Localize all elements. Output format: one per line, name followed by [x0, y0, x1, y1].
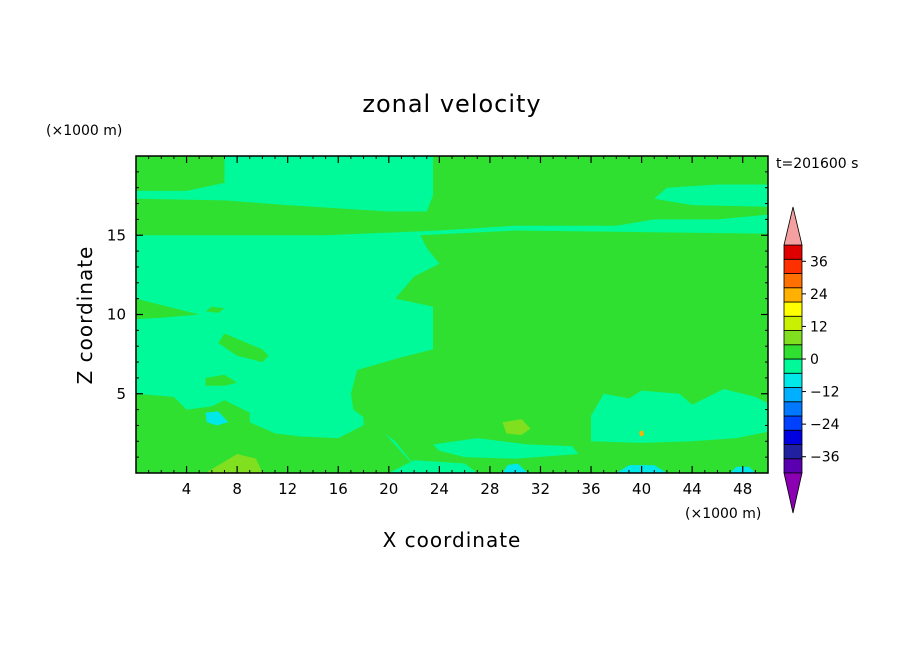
colorbar-label: 24 — [810, 287, 828, 303]
contour-region-12 — [205, 411, 229, 426]
colorbar-swatch — [783, 258, 803, 274]
colorbar-label: −12 — [810, 385, 840, 401]
contour-region-5 — [218, 333, 269, 363]
colorbar-swatch — [783, 344, 803, 360]
contour-region-11 — [205, 454, 263, 473]
contour-region-8 — [433, 438, 579, 459]
x-tick-label: 36 — [581, 480, 600, 498]
colorbar-swatch — [783, 401, 803, 417]
contour-region-6 — [205, 374, 238, 386]
x-unit-label: (×1000 m) — [685, 506, 761, 522]
contour-region-4 — [205, 306, 225, 313]
colorbar-swatch — [783, 287, 803, 303]
x-tick-label: 8 — [232, 480, 242, 498]
contour-region-13 — [502, 463, 528, 473]
x-tick-label: 32 — [531, 480, 550, 498]
colorbar-swatch — [783, 273, 803, 289]
colorbar-swatch — [783, 387, 803, 403]
x-tick-label: 40 — [632, 480, 651, 498]
colorbar-label: 0 — [810, 352, 819, 368]
colorbar-swatch — [783, 444, 803, 460]
contour-region-0 — [136, 156, 225, 191]
x-tick-label: 28 — [480, 480, 499, 498]
colorbar-swatch — [783, 301, 803, 317]
contour-region-9 — [388, 460, 478, 473]
colorbar-swatch — [783, 244, 803, 260]
y-unit-label: (×1000 m) — [46, 123, 122, 139]
colorbar-swatch — [783, 315, 803, 331]
colorbar-label: 12 — [810, 319, 828, 335]
contour-region-10 — [502, 419, 531, 435]
colorbar-swatch — [783, 429, 803, 445]
colorbar-swatch — [783, 330, 803, 346]
chart-title: zonal velocity — [362, 90, 541, 118]
colorbar-swatch — [783, 358, 803, 374]
colorbar-swatch — [783, 415, 803, 431]
colorbar-label: 36 — [810, 254, 828, 270]
colorbar-label: −24 — [810, 417, 840, 433]
colorbar-over-arrow — [783, 206, 803, 246]
colorbar-swatch — [783, 372, 803, 388]
x-tick-label: 4 — [182, 480, 192, 498]
colorbar-under-arrow — [783, 472, 803, 514]
y-tick-label: 5 — [116, 385, 126, 403]
contour-region-7 — [591, 389, 768, 443]
x-tick-label: 24 — [430, 480, 449, 498]
contour-region-16 — [639, 430, 645, 437]
x-tick-label: 16 — [329, 480, 348, 498]
colorbar-label: −36 — [810, 450, 840, 466]
y-tick-label: 15 — [107, 226, 126, 244]
contour-region-1 — [136, 156, 768, 236]
x-tick-label: 48 — [733, 480, 752, 498]
colorbar-swatch — [783, 458, 803, 474]
y-axis-label: Z coordinate — [73, 246, 97, 385]
y-tick-label: 10 — [107, 306, 126, 324]
x-tick-label: 12 — [278, 480, 297, 498]
x-axis-label: X coordinate — [383, 528, 522, 552]
x-tick-label: 44 — [683, 480, 702, 498]
time-label: t=201600 s — [776, 156, 858, 172]
x-tick-label: 20 — [379, 480, 398, 498]
